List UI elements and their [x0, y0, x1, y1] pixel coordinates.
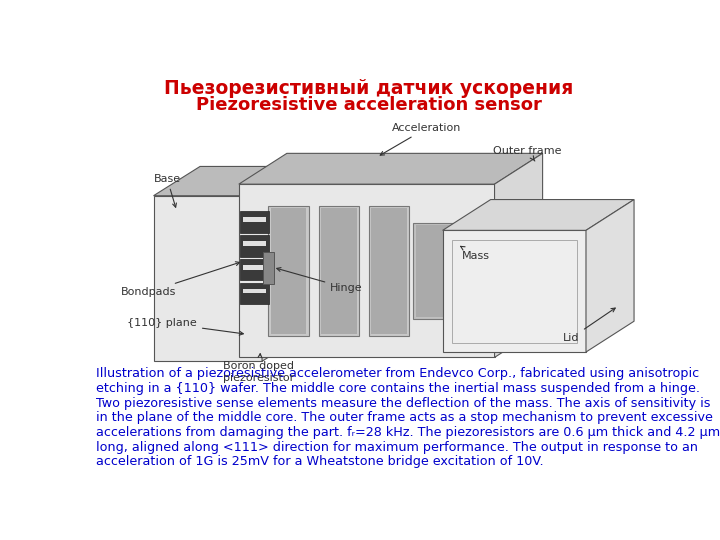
Polygon shape [443, 200, 634, 231]
Polygon shape [239, 153, 543, 184]
Polygon shape [240, 235, 269, 256]
Text: long, aligned along <111> direction for maximum performance. The output in respo: long, aligned along <111> direction for … [96, 441, 698, 454]
Text: Acceleration: Acceleration [380, 123, 462, 155]
Polygon shape [263, 252, 274, 284]
Polygon shape [372, 208, 407, 334]
Text: {110} plane: {110} plane [127, 318, 243, 335]
Polygon shape [240, 211, 269, 233]
Polygon shape [495, 153, 543, 357]
Polygon shape [319, 206, 359, 336]
Polygon shape [321, 208, 356, 334]
Polygon shape [153, 195, 262, 361]
Polygon shape [153, 166, 309, 195]
Polygon shape [369, 206, 409, 336]
Polygon shape [243, 217, 266, 222]
Text: Boron doped
piezoresistor: Boron doped piezoresistor [223, 354, 294, 383]
Text: in the plane of the middle core. The outer frame acts as a stop mechanism to pre: in the plane of the middle core. The out… [96, 411, 713, 424]
Polygon shape [240, 283, 269, 304]
Text: Hinge: Hinge [276, 268, 363, 293]
Polygon shape [243, 265, 266, 269]
Polygon shape [443, 231, 586, 352]
Polygon shape [243, 241, 266, 246]
Text: Two piezoresistive sense elements measure the deflection of the mass. The axis o: Two piezoresistive sense elements measur… [96, 397, 711, 410]
Text: Piezoresistive acceleration sensor: Piezoresistive acceleration sensor [196, 96, 542, 113]
Text: Base: Base [153, 174, 181, 207]
Polygon shape [269, 206, 309, 336]
Text: etching in a {110} wafer. The middle core contains the inertial mass suspended f: etching in a {110} wafer. The middle cor… [96, 382, 701, 395]
Text: Outer frame: Outer frame [493, 146, 562, 161]
Polygon shape [271, 208, 306, 334]
Text: Illustration of a piezoresistive accelerometer from Endevco Corp., fabricated us: Illustration of a piezoresistive acceler… [96, 367, 699, 380]
Polygon shape [415, 225, 454, 316]
Text: Пьезорезистивный датчик ускорения: Пьезорезистивный датчик ускорения [164, 79, 574, 98]
Polygon shape [243, 289, 266, 294]
Polygon shape [413, 222, 456, 319]
Text: acceleration of 1G is 25mV for a Wheatstone bridge excitation of 10V.: acceleration of 1G is 25mV for a Wheatst… [96, 455, 544, 468]
Polygon shape [239, 184, 495, 357]
Text: Mass: Mass [461, 246, 490, 261]
Polygon shape [586, 200, 634, 352]
Text: Bondpads: Bondpads [121, 262, 240, 297]
Polygon shape [240, 259, 269, 280]
Text: accelerations from damaging the part. fᵣ=28 kHz. The piezoresistors are 0.6 μm t: accelerations from damaging the part. fᵣ… [96, 426, 720, 439]
Text: Lid: Lid [563, 308, 615, 343]
Polygon shape [262, 166, 309, 361]
